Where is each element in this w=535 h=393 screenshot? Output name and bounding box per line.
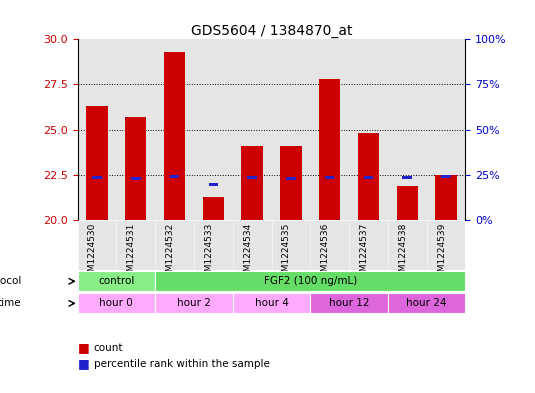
Text: hour 0: hour 0 — [100, 298, 133, 309]
FancyBboxPatch shape — [388, 294, 465, 313]
Bar — [396, 185, 418, 220]
Text: GSM1224532: GSM1224532 — [165, 222, 174, 283]
FancyBboxPatch shape — [233, 220, 271, 270]
FancyBboxPatch shape — [271, 220, 310, 270]
Text: GSM1224531: GSM1224531 — [127, 222, 136, 283]
Bar — [310, 39, 349, 220]
Text: GSM1224530: GSM1224530 — [88, 222, 97, 283]
Bar — [203, 196, 224, 220]
FancyBboxPatch shape — [155, 271, 465, 291]
Text: GSM1224535: GSM1224535 — [282, 222, 291, 283]
Bar — [233, 39, 271, 220]
Bar — [286, 177, 296, 180]
Bar — [247, 176, 257, 179]
Text: hour 12: hour 12 — [329, 298, 369, 309]
Bar — [194, 39, 233, 220]
FancyBboxPatch shape — [78, 294, 155, 313]
FancyBboxPatch shape — [155, 294, 233, 313]
Text: GSM1224539: GSM1224539 — [437, 222, 446, 283]
Text: GSM1224536: GSM1224536 — [320, 222, 330, 283]
FancyBboxPatch shape — [310, 294, 388, 313]
Text: growth protocol: growth protocol — [0, 276, 21, 286]
Bar — [92, 176, 102, 179]
Text: time: time — [0, 298, 21, 309]
FancyBboxPatch shape — [388, 220, 427, 270]
Bar — [435, 175, 457, 220]
Text: hour 2: hour 2 — [177, 298, 211, 309]
FancyBboxPatch shape — [116, 220, 155, 270]
Bar — [209, 184, 218, 186]
Bar — [280, 146, 302, 220]
Bar — [319, 79, 340, 220]
Bar — [170, 175, 179, 178]
FancyBboxPatch shape — [310, 220, 349, 270]
Text: GSM1224533: GSM1224533 — [204, 222, 213, 283]
Text: percentile rank within the sample: percentile rank within the sample — [94, 358, 270, 369]
Bar — [427, 39, 465, 220]
Bar — [131, 177, 141, 180]
Bar — [441, 175, 451, 178]
FancyBboxPatch shape — [233, 294, 310, 313]
Bar — [388, 39, 427, 220]
Bar — [271, 39, 310, 220]
Text: hour 4: hour 4 — [255, 298, 288, 309]
Bar — [358, 133, 379, 220]
FancyBboxPatch shape — [78, 271, 155, 291]
Text: GSM1224537: GSM1224537 — [360, 222, 369, 283]
Bar — [125, 117, 147, 220]
FancyBboxPatch shape — [349, 220, 388, 270]
FancyBboxPatch shape — [427, 220, 465, 270]
FancyBboxPatch shape — [78, 220, 116, 270]
Bar — [116, 39, 155, 220]
Text: hour 24: hour 24 — [407, 298, 447, 309]
Bar — [402, 176, 412, 179]
Bar — [349, 39, 388, 220]
Bar — [241, 146, 263, 220]
Text: FGF2 (100 ng/mL): FGF2 (100 ng/mL) — [264, 276, 357, 286]
Bar — [364, 176, 373, 179]
Text: control: control — [98, 276, 134, 286]
Text: GSM1224534: GSM1224534 — [243, 222, 252, 283]
Text: ■: ■ — [78, 341, 89, 354]
Text: GSM1224538: GSM1224538 — [398, 222, 407, 283]
Text: ■: ■ — [78, 357, 89, 370]
Title: GDS5604 / 1384870_at: GDS5604 / 1384870_at — [191, 24, 352, 38]
Bar — [164, 52, 185, 220]
FancyBboxPatch shape — [194, 220, 233, 270]
FancyBboxPatch shape — [155, 220, 194, 270]
Bar — [78, 39, 116, 220]
Bar — [86, 106, 108, 220]
Bar — [325, 176, 334, 179]
Bar — [155, 39, 194, 220]
Text: count: count — [94, 343, 123, 353]
